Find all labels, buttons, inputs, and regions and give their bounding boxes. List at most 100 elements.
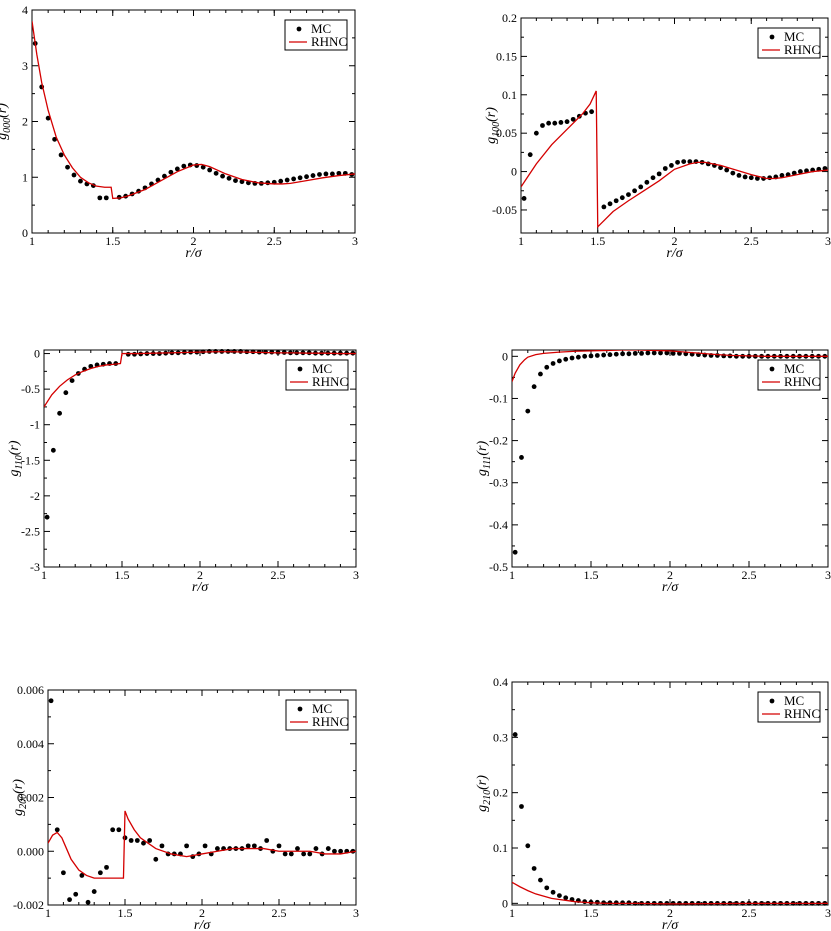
data-point-mc <box>675 159 680 165</box>
data-point-mc <box>97 870 103 876</box>
legend-marker-mc <box>769 34 775 40</box>
y-tick-label: -0.3 <box>489 476 508 490</box>
data-point-mc <box>748 175 754 181</box>
data-point-mc <box>512 732 518 737</box>
x-tick-label: 1.5 <box>584 568 599 582</box>
data-point-mc <box>278 178 284 184</box>
data-point-mc <box>736 173 742 178</box>
data-point-mc <box>544 885 550 891</box>
series-line-rhnc <box>512 881 828 905</box>
y-tick-label: 0.006 <box>17 683 44 697</box>
data-point-mc <box>52 136 58 142</box>
data-point-mc <box>159 843 165 849</box>
legend-label-mc: MC <box>312 701 332 716</box>
data-point-mc <box>174 166 180 172</box>
x-axis-label: r/σ <box>662 580 679 595</box>
data-point-mc <box>619 195 625 201</box>
legend-label-rhnc: RHNC <box>312 374 348 389</box>
x-tick-label: 2.5 <box>272 906 287 920</box>
chart-panel-5: 1 1.5 2 2.5 3 -0.002 0.000 0.002 0.004 0.006 r/σ g2… <box>11 683 359 931</box>
data-point-mc <box>552 120 558 126</box>
x-tick-label: 1 <box>518 234 524 248</box>
data-point-mc <box>202 843 208 849</box>
y-tick-label: 2 <box>22 115 28 129</box>
data-point-mc <box>207 167 213 173</box>
data-point-mc <box>533 130 539 136</box>
x-tick-label: 2 <box>199 906 205 920</box>
data-point-mc <box>519 804 524 809</box>
data-point-mc <box>650 175 656 181</box>
data-point-mc <box>656 171 662 177</box>
data-point-mc <box>527 152 533 158</box>
data-point-mc <box>715 353 720 358</box>
data-point-mc <box>601 204 607 210</box>
data-point-mc <box>323 171 329 177</box>
y-tick-label: 0.1 <box>502 88 517 102</box>
data-point-mc <box>57 410 62 416</box>
x-tick-label: 3 <box>353 906 359 920</box>
data-point-mc <box>613 351 619 357</box>
data-point-mc <box>601 352 607 358</box>
data-point-mc <box>310 173 316 178</box>
data-point-mc <box>336 170 342 176</box>
data-point-mc <box>550 361 556 366</box>
data-point-mc <box>742 174 748 180</box>
data-point-mc <box>61 870 66 876</box>
data-point-mc <box>632 350 638 356</box>
data-point-mc <box>575 354 581 360</box>
y-tick-label: 0.4 <box>493 675 508 689</box>
x-axis-label: r/σ <box>185 246 202 261</box>
data-point-mc <box>251 843 257 849</box>
data-point-mc <box>540 123 545 128</box>
y-tick-label: -2.5 <box>21 524 40 538</box>
legend-label-mc: MC <box>784 693 804 708</box>
y-tick-label: -0.4 <box>489 518 508 532</box>
data-point-mc <box>632 188 637 194</box>
x-tick-label: 2.5 <box>742 568 757 582</box>
data-point-mc <box>546 120 552 126</box>
x-tick-label: 1 <box>29 234 35 248</box>
data-point-mc <box>607 352 613 358</box>
y-tick-label: 4 <box>22 3 28 17</box>
legend-marker-mc <box>297 706 303 712</box>
data-point-mc <box>767 175 773 181</box>
x-tick-label: 1.5 <box>584 906 599 920</box>
data-point-mc <box>733 353 739 359</box>
x-tick-label: 1 <box>41 568 47 582</box>
y-axis-label: g111(r) <box>475 441 493 477</box>
data-point-mc <box>141 840 146 846</box>
legend-label-rhnc: RHNC <box>312 714 348 729</box>
data-point-mc <box>128 838 134 843</box>
series-line-rhnc <box>521 90 828 229</box>
data-point-mc <box>153 856 159 862</box>
y-tick-label: 0.2 <box>493 786 508 800</box>
x-tick-label: 2 <box>667 906 673 920</box>
series-line-rhnc <box>512 350 828 382</box>
data-point-mc <box>570 116 576 122</box>
data-point-mc <box>226 175 232 181</box>
data-point-mc <box>194 163 200 168</box>
data-point-mc <box>721 353 727 359</box>
data-point-mc <box>563 356 569 362</box>
data-point-mc <box>550 889 556 895</box>
data-point-mc <box>730 170 736 176</box>
x-axis-label: r/σ <box>194 918 211 931</box>
x-tick-label: 1 <box>45 906 51 920</box>
data-point-mc <box>54 827 60 833</box>
data-point-mc <box>307 851 313 857</box>
data-point-mc <box>658 350 663 356</box>
x-tick-label: 2.5 <box>744 234 759 248</box>
y-axis-label: g200(r) <box>11 779 29 816</box>
data-point-mc <box>48 698 54 704</box>
x-tick-label: 1.5 <box>115 568 130 582</box>
data-point-mc <box>245 843 251 849</box>
y-tick-label: 0.002 <box>17 791 44 805</box>
y-tick-label: -1.5 <box>21 453 40 467</box>
y-tick-label: -0.5 <box>489 560 508 574</box>
data-point-mc <box>71 172 77 178</box>
data-point-mc <box>626 351 632 357</box>
data-point-mc <box>215 846 220 851</box>
data-point-mc <box>557 893 562 898</box>
